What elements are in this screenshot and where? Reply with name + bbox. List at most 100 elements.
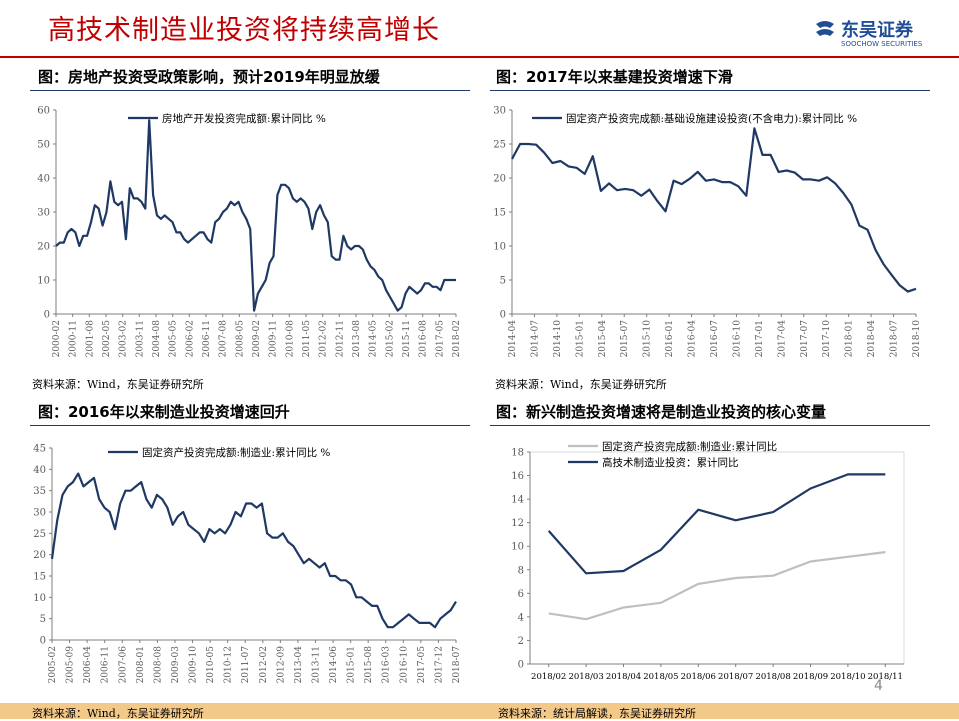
x-tick-label: 2017-10 xyxy=(822,320,832,358)
x-tick-label: 2008-08 xyxy=(153,646,163,684)
x-tick-label: 2016-01 xyxy=(665,320,675,357)
x-tick-label: 2011-07 xyxy=(241,646,251,684)
y-tick-label: 20 xyxy=(493,174,506,185)
y-tick-label: 6 xyxy=(518,589,524,600)
legend-label: 固定资产投资完成额:制造业:累计同比 % xyxy=(142,446,330,459)
x-tick-label: 2018/10 xyxy=(830,672,865,682)
x-tick-label: 2006-02 xyxy=(185,320,195,357)
y-tick-label: 25 xyxy=(493,140,506,151)
x-tick-label: 2018/03 xyxy=(568,672,603,682)
y-tick-label: 30 xyxy=(493,106,506,117)
panel-underline xyxy=(30,90,470,91)
y-tick-label: 12 xyxy=(511,518,524,529)
legend-label: 高技术制造业投资：累计同比 xyxy=(602,456,739,469)
x-tick-label: 2015-10 xyxy=(643,320,653,358)
x-tick-label: 2018/08 xyxy=(755,672,790,682)
y-tick-label: 15 xyxy=(33,572,46,583)
x-tick-label: 2003-11 xyxy=(135,320,145,357)
x-tick-label: 2001-08 xyxy=(85,320,95,358)
x-tick-label: 2005-09 xyxy=(66,646,76,684)
x-tick-label: 2005-05 xyxy=(169,320,179,358)
legend-label: 固定资产投资完成额:基础设施建设投资(不含电力):累计同比 % xyxy=(566,112,857,125)
x-tick-label: 2007-08 xyxy=(219,320,229,358)
x-tick-label: 2017-01 xyxy=(755,320,765,357)
panel-underline xyxy=(30,425,470,426)
x-tick-label: 2018/02 xyxy=(531,672,566,682)
x-tick-label: 2012-09 xyxy=(276,646,286,684)
x-tick-label: 2013-04 xyxy=(294,646,304,684)
x-tick-label: 2009-10 xyxy=(189,646,199,684)
y-tick-label: 5 xyxy=(500,276,506,287)
x-tick-label: 2007-06 xyxy=(118,646,128,684)
x-tick-label: 2014-06 xyxy=(329,646,339,684)
x-tick-label: 2018/07 xyxy=(718,672,753,682)
panel-title-1: 图：房地产投资受政策影响，预计2019年明显放缓 xyxy=(38,68,380,86)
x-tick-label: 2010-08 xyxy=(285,320,295,358)
y-tick-label: 20 xyxy=(37,242,50,253)
plot-frame xyxy=(529,451,905,665)
x-tick-label: 2018/05 xyxy=(643,672,678,682)
x-tick-label: 2015-01 xyxy=(347,646,357,683)
x-tick-label: 2009-03 xyxy=(171,646,181,684)
x-tick-label: 2017-05 xyxy=(417,646,427,684)
x-tick-label: 2018-04 xyxy=(867,320,877,358)
chart-manufacturing-investment: 0 5 10 15 20 25 30 35 40 45 2005-02 2005-09 2006-04 2… xyxy=(33,444,462,684)
chart-source-note: 资料来源：Wind，东吴证券研究所 xyxy=(32,707,204,720)
page-title: 高技术制造业投资将持续高增长 xyxy=(48,15,440,46)
x-tick-label: 2018/06 xyxy=(681,672,716,682)
x-tick-label: 2015-08 xyxy=(364,646,374,684)
chart-source-note: 资料来源：Wind，东吴证券研究所 xyxy=(32,378,204,391)
chart-source-note: 资料来源：统计局解读，东吴证券研究所 xyxy=(498,707,696,720)
x-tick-label: 2003-02 xyxy=(119,320,129,357)
y-tick-label: 35 xyxy=(33,486,46,497)
x-tick-label: 2017-05 xyxy=(435,320,445,358)
chart-infrastructure-investment: 0 5 10 15 20 25 30 2014-04 2014-07 2014-10 2015-01… xyxy=(493,106,922,358)
x-tick-label: 2006-11 xyxy=(202,320,212,357)
logo-text: 东吴证券 xyxy=(841,20,913,41)
x-tick-label: 2011-05 xyxy=(302,320,312,358)
panel-title-3: 图：2016年以来制造业投资增速回升 xyxy=(38,403,290,421)
x-tick-label: 2016-08 xyxy=(419,320,429,358)
x-tick-label: 2012-11 xyxy=(335,320,345,357)
y-tick-label: 25 xyxy=(33,529,46,540)
x-tick-label: 2009-02 xyxy=(252,320,262,357)
x-tick-label: 2018/09 xyxy=(793,672,828,682)
series-line xyxy=(548,551,886,621)
x-tick-label: 2000-11 xyxy=(69,320,79,357)
x-tick-label: 2013-11 xyxy=(311,646,321,683)
y-tick-label: 0 xyxy=(500,310,506,321)
panel-title-4: 图：新兴制造投资增速将是制造业投资的核心变量 xyxy=(496,403,827,421)
x-tick-label: 2016-03 xyxy=(382,646,392,684)
y-tick-label: 40 xyxy=(33,465,46,476)
x-tick-label: 2015-11 xyxy=(402,320,412,357)
x-tick-label: 2010-12 xyxy=(224,646,234,683)
x-tick-label: 2002-05 xyxy=(102,320,112,358)
legend-label: 固定资产投资完成额:制造业:累计同比 xyxy=(602,440,777,453)
x-tick-label: 2014-04 xyxy=(508,320,518,358)
x-tick-label: 2018/11 xyxy=(868,672,903,682)
y-tick-label: 18 xyxy=(511,448,524,459)
x-tick-label: 2015-04 xyxy=(598,320,608,358)
y-tick-label: 60 xyxy=(37,106,50,117)
y-tick-label: 30 xyxy=(37,208,50,219)
x-tick-label: 2018-10 xyxy=(912,320,922,358)
x-tick-label: 2014-10 xyxy=(553,320,563,358)
y-tick-label: 10 xyxy=(33,593,46,604)
y-tick-label: 0 xyxy=(44,310,50,321)
y-tick-label: 30 xyxy=(33,508,46,519)
x-tick-label: 2017-04 xyxy=(777,320,787,358)
y-tick-label: 14 xyxy=(511,495,524,506)
panel-underline xyxy=(490,90,930,91)
x-tick-label: 2015-07 xyxy=(620,320,630,358)
y-tick-label: 5 xyxy=(40,614,46,625)
panel-title-2: 图：2017年以来基建投资增速下滑 xyxy=(496,68,733,86)
footer-bar xyxy=(0,703,959,719)
series-line xyxy=(50,472,457,629)
y-tick-label: 8 xyxy=(518,565,524,576)
x-tick-label: 2015-02 xyxy=(385,320,395,357)
x-tick-label: 2004-08 xyxy=(152,320,162,358)
panel-underline xyxy=(490,425,930,426)
x-tick-label: 2013-08 xyxy=(352,320,362,358)
x-tick-label: 2017-12 xyxy=(434,646,444,683)
